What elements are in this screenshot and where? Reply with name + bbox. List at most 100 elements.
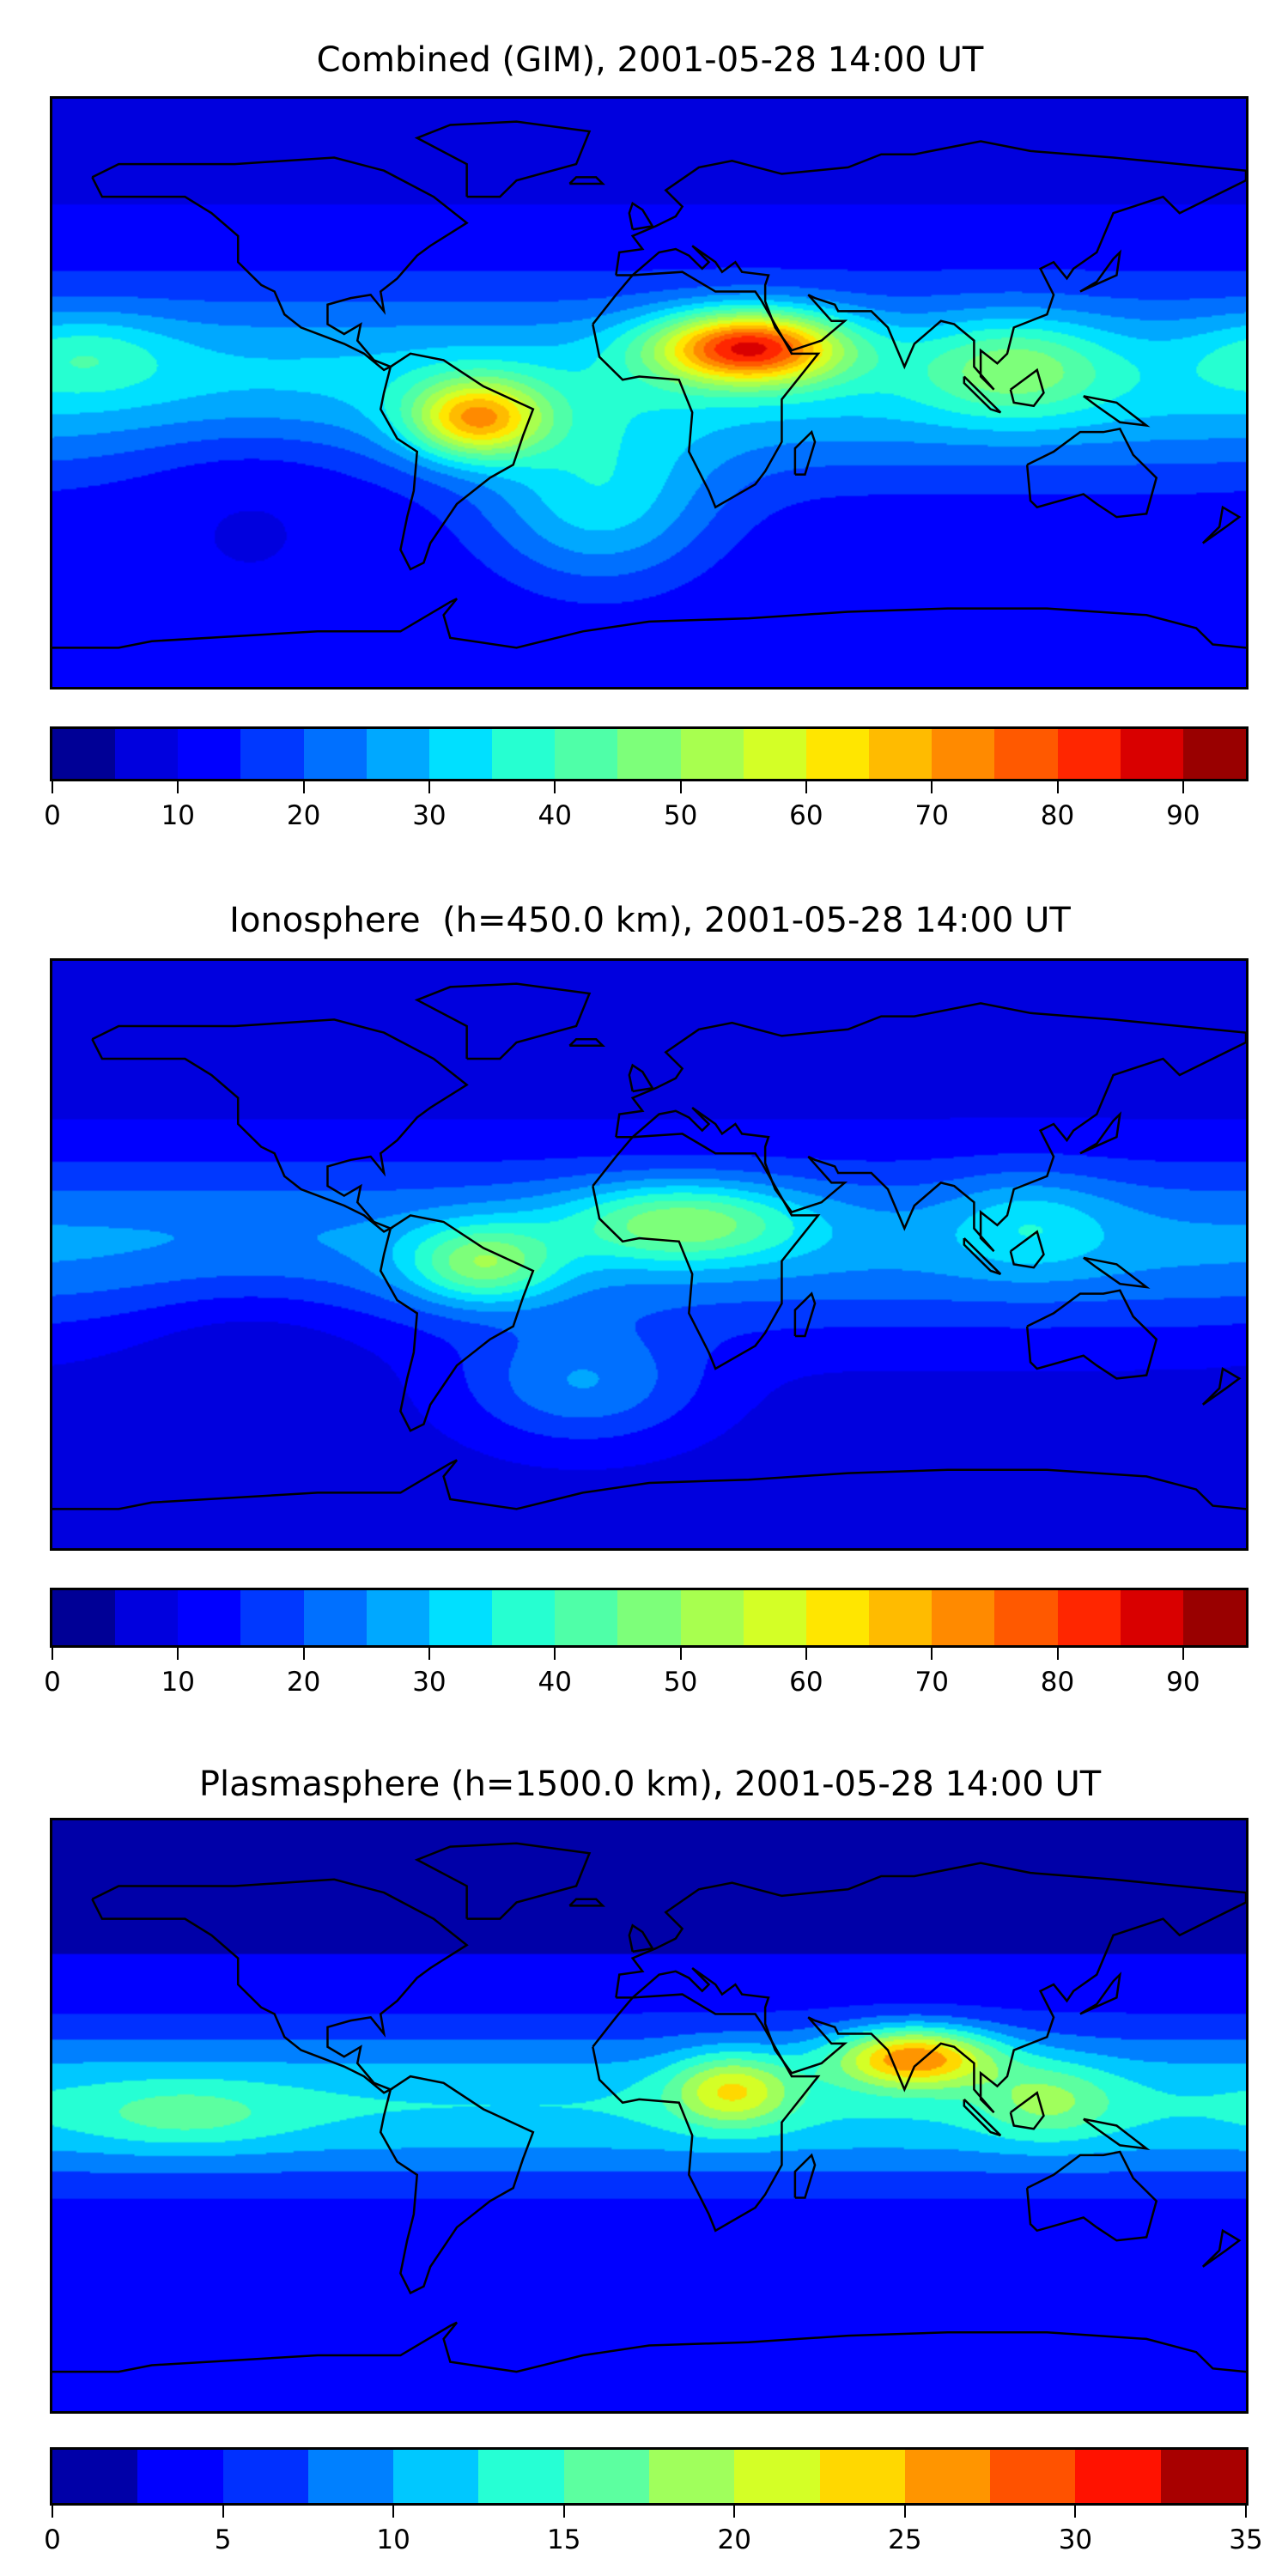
colorbar bbox=[50, 2447, 1249, 2506]
colorbar-tick bbox=[931, 1648, 933, 1660]
colorbar bbox=[50, 1588, 1249, 1648]
colorbar-tick bbox=[554, 1648, 556, 1660]
colorbar-segment bbox=[555, 1590, 618, 1645]
coastline bbox=[1084, 1258, 1146, 1287]
coastline bbox=[616, 141, 1246, 389]
colorbar-segment bbox=[492, 1590, 556, 1645]
coastline bbox=[795, 1294, 815, 1336]
colorbar-segment bbox=[743, 729, 806, 779]
colorbar-tick-label: 60 bbox=[789, 1667, 823, 1698]
colorbar-tick-label: 0 bbox=[44, 1667, 61, 1698]
coastline bbox=[964, 1238, 1000, 1274]
coastline bbox=[1203, 2231, 1239, 2267]
coastline bbox=[1080, 1975, 1120, 2014]
coastline bbox=[1011, 370, 1044, 406]
colorbar-segment bbox=[805, 1590, 870, 1645]
colorbar-tick-label: 90 bbox=[1166, 800, 1200, 831]
colorbar-tick bbox=[733, 2506, 736, 2518]
colorbar-tick-label: 20 bbox=[717, 2524, 752, 2555]
coastline bbox=[1080, 1115, 1120, 1154]
colorbar-segment bbox=[240, 729, 304, 779]
colorbar-tick-label: 10 bbox=[161, 1667, 196, 1698]
colorbar-tick-label: 30 bbox=[412, 800, 447, 831]
colorbar-tick bbox=[931, 781, 933, 793]
colorbar-segment bbox=[428, 1590, 493, 1645]
coastline bbox=[1011, 1231, 1044, 1267]
colorbar-segment bbox=[990, 2450, 1076, 2503]
colorbar-tick-label: 30 bbox=[1058, 2524, 1093, 2555]
colorbar-segment bbox=[563, 2450, 649, 2503]
colorbar-segment bbox=[869, 729, 933, 779]
colorbar-tick bbox=[805, 1648, 807, 1660]
colorbar-tick-label: 40 bbox=[538, 1667, 572, 1698]
colorbar-ticks: 0 5 10 15 20 25 30 35 bbox=[44, 2506, 1263, 2557]
colorbar-tick-label: 80 bbox=[1040, 1667, 1075, 1698]
coastline bbox=[52, 598, 1246, 647]
colorbar-tick-label: 70 bbox=[914, 1667, 949, 1698]
colorbar-tick-label: 80 bbox=[1040, 800, 1075, 831]
coastline bbox=[569, 1899, 603, 1906]
colorbar-tick bbox=[1182, 781, 1184, 793]
coastlines bbox=[52, 99, 1246, 687]
colorbar-ticks: 0 10 20 30 40 50 60 70 80 90 bbox=[44, 781, 1246, 833]
colorbar-tick bbox=[805, 781, 807, 793]
colorbar-tick bbox=[222, 2506, 224, 2518]
colorbar-tick bbox=[1182, 1648, 1184, 1660]
coastline bbox=[92, 158, 466, 370]
coastline bbox=[569, 1039, 603, 1046]
colorbar-tick bbox=[428, 1648, 430, 1660]
colorbar-tick-label: 0 bbox=[44, 800, 61, 831]
colorbar-tick-label: 35 bbox=[1229, 2524, 1263, 2555]
colorbar-tick bbox=[52, 1648, 53, 1660]
coastline bbox=[592, 1995, 818, 2231]
coastline bbox=[417, 1844, 590, 1919]
colorbar-segment bbox=[743, 1590, 806, 1645]
coastline bbox=[1027, 2152, 1157, 2240]
coastline bbox=[629, 204, 653, 229]
colorbar-segment bbox=[115, 729, 179, 779]
colorbar-tick-label: 50 bbox=[663, 1667, 698, 1698]
colorbar-segment bbox=[307, 2450, 394, 2503]
colorbar-tick bbox=[554, 781, 556, 793]
colorbar-segment bbox=[734, 2450, 820, 2503]
colorbar-ticks: 0 10 20 30 40 50 60 70 80 90 bbox=[44, 1648, 1246, 1699]
colorbar-tick-label: 20 bbox=[286, 1667, 321, 1698]
coastline bbox=[795, 432, 815, 474]
colorbar-tick-label: 70 bbox=[914, 800, 949, 831]
coastline bbox=[616, 1003, 1246, 1251]
colorbar-segment bbox=[1057, 1590, 1121, 1645]
coastline bbox=[92, 1019, 466, 1231]
coastlines bbox=[52, 1820, 1246, 2411]
coastline bbox=[417, 984, 590, 1059]
colorbar-segment bbox=[932, 1590, 995, 1645]
colorbar-tick-label: 0 bbox=[44, 2524, 61, 2555]
colorbar-segment bbox=[617, 1590, 681, 1645]
colorbar-tick bbox=[302, 781, 305, 793]
colorbar-tick-label: 40 bbox=[538, 800, 572, 831]
colorbar-segment bbox=[994, 729, 1058, 779]
colorbar-tick bbox=[177, 781, 179, 793]
colorbar-segment bbox=[428, 729, 493, 779]
colorbar-segment bbox=[648, 2450, 735, 2503]
coastline bbox=[592, 1133, 818, 1369]
panel-title: Plasmasphere (h=1500.0 km), 2001-05-28 1… bbox=[198, 1765, 1102, 1804]
colorbar-segment bbox=[222, 2450, 308, 2503]
colorbar-tick bbox=[1056, 1648, 1059, 1660]
tec-contour-fill bbox=[52, 1820, 1246, 2411]
tec-contour-fill bbox=[52, 99, 1246, 687]
colorbar-tick-label: 90 bbox=[1166, 1667, 1200, 1698]
coastline bbox=[964, 2099, 1000, 2136]
colorbar-tick-label: 50 bbox=[663, 800, 698, 831]
coastline bbox=[569, 177, 603, 184]
colorbar-segment bbox=[994, 1590, 1058, 1645]
colorbar-segment bbox=[303, 729, 367, 779]
coastline bbox=[592, 272, 818, 507]
colorbar-segment bbox=[393, 2450, 479, 2503]
colorbar-segment bbox=[52, 1590, 116, 1645]
colorbar-segment bbox=[555, 729, 618, 779]
coastline bbox=[1027, 1291, 1157, 1379]
colorbar-tick bbox=[1074, 2506, 1077, 2518]
coastline bbox=[52, 2323, 1246, 2372]
coastline bbox=[52, 1460, 1246, 1509]
colorbar-segment bbox=[366, 1590, 429, 1645]
